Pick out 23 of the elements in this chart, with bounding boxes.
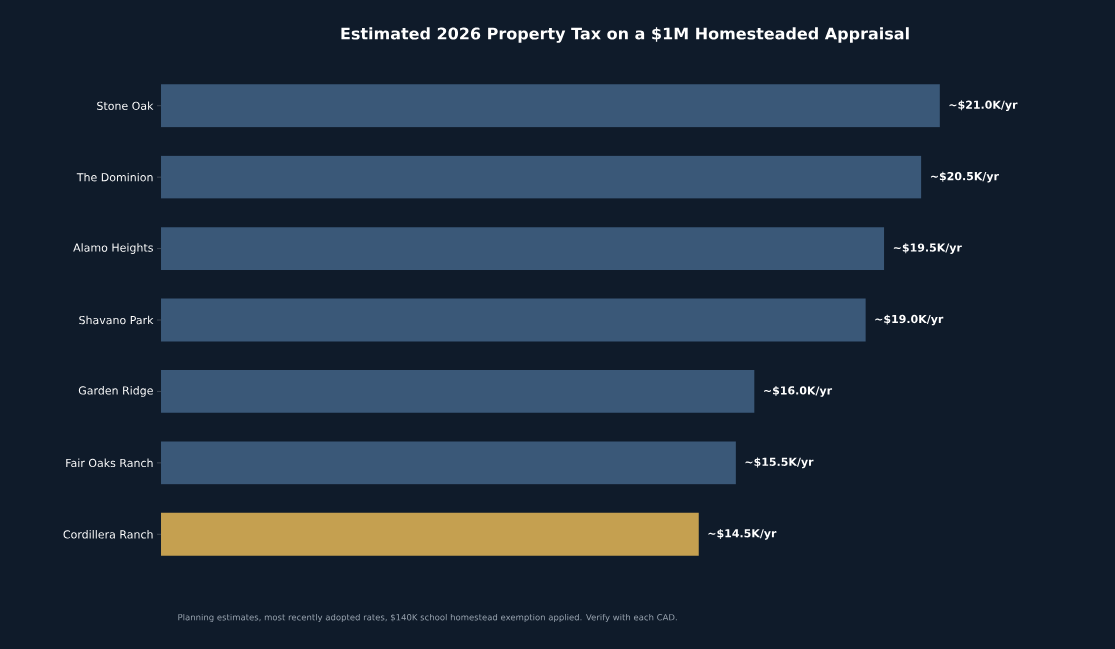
bar <box>161 155 922 199</box>
bar <box>161 227 885 270</box>
y-tick-label: Alamo Heights <box>73 243 153 254</box>
y-tick-label: Stone Oak <box>97 101 154 110</box>
text: Planning estimates, most recently adopted rates, $140K school homestead exemption applied. Verify with each CAD. <box>178 613 677 623</box>
data-label: ~$21.0K/yr <box>949 100 1018 112</box>
y-tick-label: Garden Ridge <box>78 386 153 397</box>
y-tick-label: Cordillera Ranch <box>63 530 153 539</box>
y-tick-label: Fair Oaks Ranch <box>66 458 153 468</box>
data-label: ~$15.5K/yr <box>745 457 814 469</box>
bar <box>161 298 866 342</box>
y-tick-label: Shavano Park <box>79 315 154 325</box>
data-label: ~$20.5K/yr <box>930 171 999 183</box>
y-tick-label: The Dominion <box>76 172 153 182</box>
data-label: ~$14.5K/yr <box>708 528 777 540</box>
chart-title: Estimated 2026 Property Tax on a $1M Homesteaded Appraisal <box>341 27 909 43</box>
bar <box>161 441 736 485</box>
bar <box>161 370 755 413</box>
data-label: ~$16.0K/yr <box>764 386 833 397</box>
bar <box>161 512 699 556</box>
bar <box>161 84 940 128</box>
data-label: ~$19.5K/yr <box>893 243 962 254</box>
data-label: ~$19.0K/yr <box>875 314 944 326</box>
